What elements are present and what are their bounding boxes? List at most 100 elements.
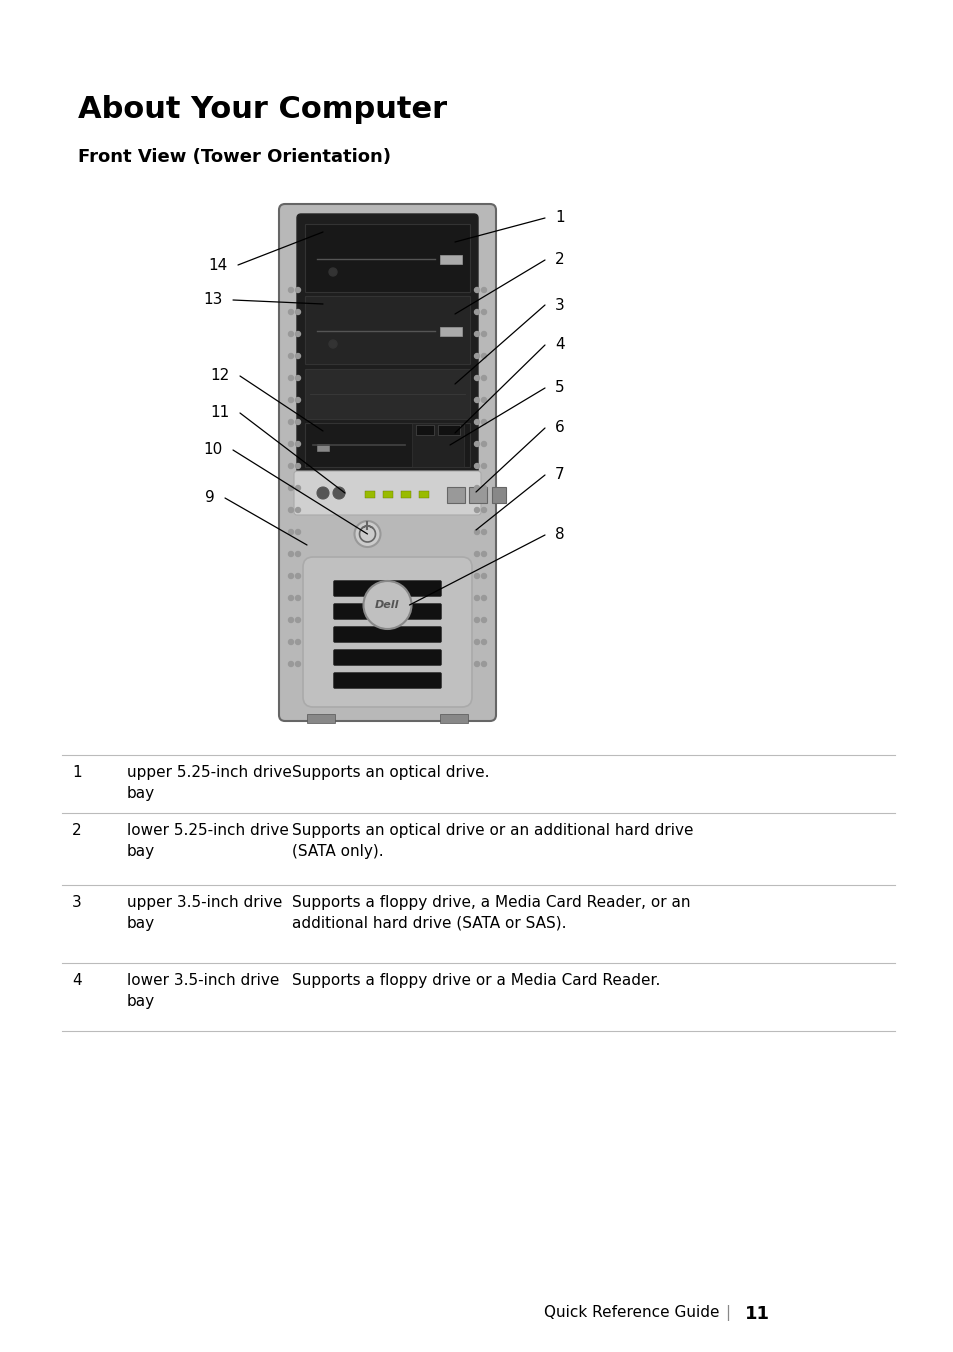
Bar: [439, 714, 468, 723]
Circle shape: [288, 530, 294, 534]
Text: 9: 9: [205, 491, 214, 506]
Text: upper 3.5-inch drive
bay: upper 3.5-inch drive bay: [127, 895, 282, 932]
Circle shape: [355, 521, 380, 548]
Circle shape: [295, 331, 300, 337]
FancyBboxPatch shape: [334, 649, 441, 665]
Circle shape: [474, 595, 479, 600]
Bar: [305, 296, 470, 364]
Circle shape: [481, 573, 486, 579]
Circle shape: [481, 310, 486, 315]
Bar: [416, 425, 434, 435]
Circle shape: [288, 288, 294, 292]
FancyBboxPatch shape: [278, 204, 496, 721]
Text: Dell: Dell: [375, 600, 399, 610]
Circle shape: [481, 595, 486, 600]
Circle shape: [288, 618, 294, 622]
Circle shape: [329, 268, 336, 276]
Text: Front View (Tower Orientation): Front View (Tower Orientation): [78, 147, 391, 166]
Bar: [305, 369, 470, 419]
Text: |: |: [724, 1305, 730, 1321]
Circle shape: [288, 419, 294, 425]
Text: Supports an optical drive or an additional hard drive
(SATA only).: Supports an optical drive or an addition…: [292, 823, 693, 859]
Bar: [365, 491, 375, 498]
Circle shape: [474, 552, 479, 557]
Circle shape: [295, 353, 300, 358]
Text: 10: 10: [204, 442, 223, 457]
Bar: [447, 487, 464, 503]
Text: upper 5.25-inch drive
bay: upper 5.25-inch drive bay: [127, 765, 292, 800]
Circle shape: [474, 288, 479, 292]
Bar: [316, 443, 329, 452]
Circle shape: [295, 595, 300, 600]
FancyBboxPatch shape: [334, 626, 441, 642]
Text: 1: 1: [71, 765, 82, 780]
Bar: [418, 491, 429, 498]
Bar: [305, 224, 470, 292]
Circle shape: [481, 419, 486, 425]
Text: 4: 4: [71, 973, 82, 988]
Circle shape: [295, 573, 300, 579]
Text: 7: 7: [555, 468, 564, 483]
Circle shape: [474, 353, 479, 358]
Circle shape: [295, 464, 300, 469]
Circle shape: [474, 530, 479, 534]
Circle shape: [288, 552, 294, 557]
Circle shape: [316, 487, 329, 499]
Circle shape: [288, 353, 294, 358]
Circle shape: [474, 310, 479, 315]
Text: 3: 3: [555, 297, 564, 312]
Circle shape: [295, 661, 300, 667]
Circle shape: [333, 487, 345, 499]
Circle shape: [295, 552, 300, 557]
FancyBboxPatch shape: [303, 557, 472, 707]
Circle shape: [474, 618, 479, 622]
FancyBboxPatch shape: [296, 214, 477, 508]
Circle shape: [295, 442, 300, 446]
FancyBboxPatch shape: [334, 580, 441, 596]
Text: lower 3.5-inch drive
bay: lower 3.5-inch drive bay: [127, 973, 279, 1009]
Circle shape: [295, 530, 300, 534]
Circle shape: [288, 310, 294, 315]
Bar: [439, 256, 461, 264]
Text: 3: 3: [71, 895, 82, 910]
Text: Supports an optical drive.: Supports an optical drive.: [292, 765, 489, 780]
Circle shape: [295, 288, 300, 292]
Circle shape: [481, 442, 486, 446]
Circle shape: [295, 397, 300, 403]
Text: 6: 6: [555, 420, 564, 435]
Circle shape: [288, 485, 294, 491]
Bar: [492, 487, 505, 503]
Circle shape: [481, 331, 486, 337]
Circle shape: [474, 507, 479, 512]
Circle shape: [295, 376, 300, 380]
Circle shape: [295, 507, 300, 512]
Circle shape: [474, 419, 479, 425]
Circle shape: [474, 485, 479, 491]
FancyBboxPatch shape: [334, 603, 441, 619]
Circle shape: [481, 353, 486, 358]
Circle shape: [288, 661, 294, 667]
Circle shape: [481, 618, 486, 622]
Circle shape: [481, 376, 486, 380]
Text: 2: 2: [71, 823, 82, 838]
Circle shape: [295, 618, 300, 622]
FancyBboxPatch shape: [294, 470, 480, 515]
Circle shape: [481, 485, 486, 491]
Circle shape: [481, 288, 486, 292]
Text: Quick Reference Guide: Quick Reference Guide: [544, 1305, 720, 1320]
Circle shape: [288, 464, 294, 469]
Bar: [437, 425, 459, 435]
Bar: [400, 491, 411, 498]
Text: Supports a floppy drive, a Media Card Reader, or an
additional hard drive (SATA : Supports a floppy drive, a Media Card Re…: [292, 895, 690, 932]
Circle shape: [481, 530, 486, 534]
Circle shape: [481, 552, 486, 557]
Bar: [382, 491, 393, 498]
Text: 14: 14: [209, 257, 228, 273]
Bar: [412, 423, 463, 466]
Text: 13: 13: [203, 292, 223, 307]
Circle shape: [288, 595, 294, 600]
Circle shape: [481, 464, 486, 469]
Circle shape: [295, 310, 300, 315]
Circle shape: [329, 339, 336, 347]
Text: 4: 4: [555, 338, 564, 353]
